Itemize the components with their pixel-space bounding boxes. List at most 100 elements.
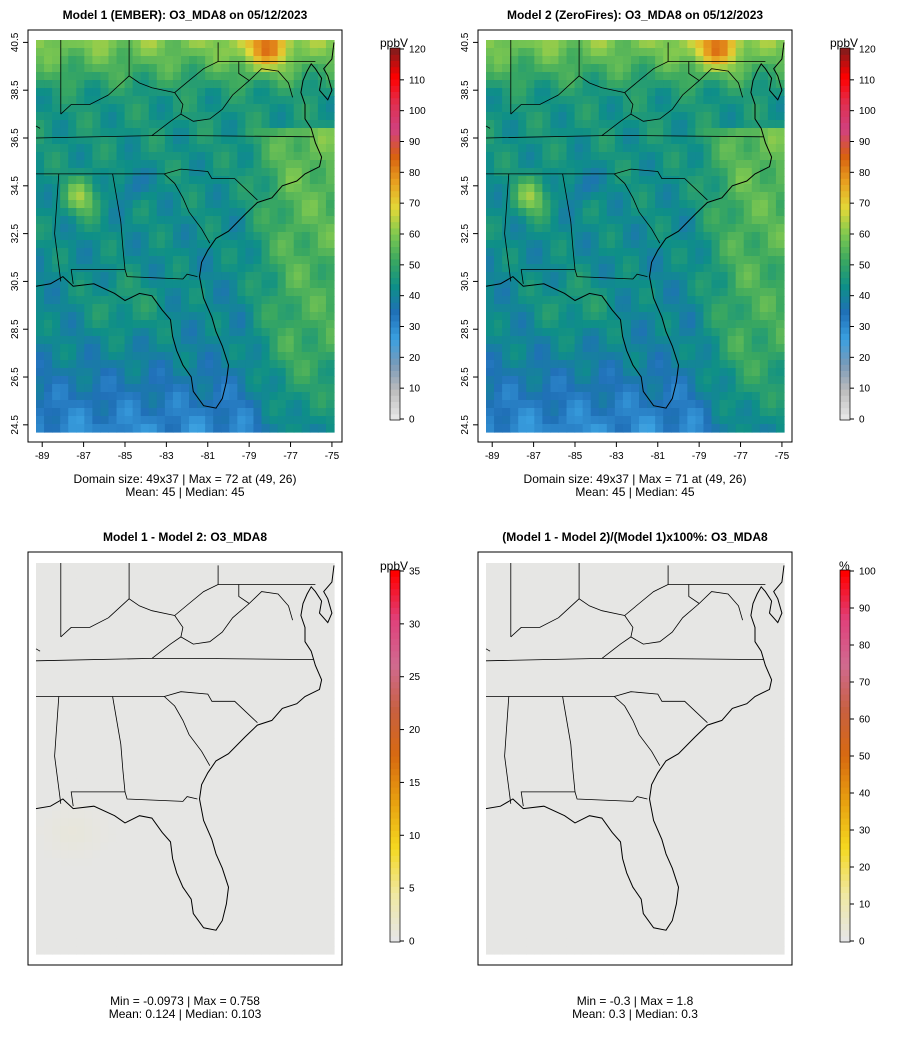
panel3-colorbar-tick-label: 15: [409, 778, 421, 789]
panel2-state-border: [520, 173, 576, 284]
panel4-colorbar-tick-label: 60: [859, 715, 871, 726]
panel3-title: Model 1 - Model 2: O3_MDA8: [102, 530, 268, 544]
panel2-x-tick-label: -81: [651, 451, 666, 462]
panel2-state-border: [485, 125, 491, 129]
panel4-colorbar-tick-label: 10: [859, 900, 871, 911]
panel2-y-tick-label: 38.5: [460, 80, 471, 100]
panel1-boundaries: [35, 40, 335, 409]
panel2-y-tick-label: 26.5: [460, 367, 471, 387]
panel1-stats-line1: Domain size: 49x37 | Max = 72 at (49, 26…: [73, 472, 297, 486]
panel3-stats-line1: Min = -0.0973 | Max = 0.758: [110, 994, 260, 1008]
panel1-state-border: [54, 173, 62, 282]
panel1-colorbar-tick-label: 80: [409, 168, 421, 179]
panel2-map: -89 -87 -85 -83 -81 -79 -77 -75 24.5 26.5 28.5 30.5…: [460, 29, 793, 462]
panel2-state-border: [688, 61, 700, 81]
panel2-state-border: [614, 173, 661, 244]
panel2-state-border: [624, 92, 634, 115]
panel1-colorbar-tick-label: 0: [409, 415, 415, 426]
panel4-stats: Min = -0.3 | Max = 1.8 Mean: 0.3 | Media…: [485, 995, 785, 1021]
panel2-colorbar-tick-label: 10: [859, 384, 871, 395]
panel2-colorbar: 0 10 20 30 40 50 60 70 80 90 100 110 120: [839, 45, 876, 426]
panel1-title: Model 1 (EMBER): O3_MDA8 on 05/12/2023: [62, 8, 308, 22]
panel2-x-tick-label: -75: [775, 451, 790, 462]
panel1-colorbar-tick-label: 90: [409, 137, 421, 148]
panel1-y-tick-label: 28.5: [10, 319, 21, 339]
panel1-state-border: [174, 92, 184, 115]
panel4-colorbar-tick-label: 0: [859, 937, 865, 948]
panel3-colorbar-tick-label: 25: [409, 672, 421, 683]
panel2-boundaries: [485, 40, 785, 409]
panel4-colorbar-tick-label: 30: [859, 826, 871, 837]
panel1-y-tick-label: 26.5: [10, 367, 21, 387]
panel1-x-tick-label: -83: [159, 451, 174, 462]
panel4-title: (Model 1 - Model 2)/(Model 1)x100%: O3_M…: [502, 530, 768, 544]
panel3-colorbar-tick-label: 10: [409, 831, 421, 842]
panel4-unit-label: %: [839, 559, 850, 573]
panel1-x-tick-label: -79: [242, 451, 257, 462]
panel1-colorbar-tick-label: 100: [409, 106, 426, 117]
panel2-x-tick-label: -85: [568, 451, 583, 462]
panel4-colorbar-tick-label: 20: [859, 863, 871, 874]
panel1-state-border: [70, 173, 126, 284]
panel2-title: Model 2 (ZeroFires): O3_MDA8 on 05/12/20…: [506, 8, 764, 22]
panel4-state-border: [624, 565, 669, 616]
panel1-state-border: [35, 125, 41, 129]
panel3-state-border: [70, 696, 126, 807]
panel2-state-border: [510, 94, 559, 115]
panel2-colorbar-tick-label: 60: [859, 230, 871, 241]
panel1-stats: Domain size: 49x37 | Max = 72 at (49, 26…: [35, 473, 335, 499]
panel4-state-border: [520, 696, 576, 807]
panel1-colorbar-tick-label: 110: [409, 75, 425, 86]
panel3-colorbar: 0 5 10 15 20 25 30 35: [389, 567, 421, 948]
panel1-y-tick-label: 24.5: [10, 415, 21, 435]
panel1-colorbar-tick-label: 30: [409, 322, 421, 333]
panel1-y-tick-label: 32.5: [10, 223, 21, 243]
panel1-grid-cells: [36, 40, 335, 433]
panel4-grid-cells: [486, 563, 785, 955]
panel4-coastline: [485, 565, 785, 931]
panel1-y-tick-label: 38.5: [10, 80, 21, 100]
panel2-stats: Domain size: 49x37 | Max = 71 at (49, 26…: [485, 473, 785, 499]
panel4-state-border: [688, 584, 700, 604]
panel3-state-border: [174, 615, 184, 637]
panel2-colorbar-tick-label: 110: [859, 75, 875, 86]
panel2-unit-label: ppbV: [830, 36, 859, 50]
panel4-state-border: [574, 791, 648, 802]
panel2-state-border: [504, 173, 512, 282]
panel3-coastline: [35, 565, 335, 931]
panel1-y-tick-label: 40.5: [10, 32, 21, 52]
panel3-state-border: [151, 591, 293, 659]
panel1-colorbar: 0 10 20 30 40 50 60 70 80 90 100 110 120: [389, 45, 426, 426]
panel2-state-border: [485, 135, 764, 139]
panel1-x-tick-label: -81: [201, 451, 216, 462]
panel3-grid-cells: [36, 563, 335, 955]
panel1-colorbar-tick-label: 10: [409, 384, 421, 395]
panel3-state-border: [35, 658, 314, 662]
panel4-colorbar-tick-label: 90: [859, 604, 871, 615]
panel1-x-tick-label: -89: [35, 451, 50, 462]
panel4-colorbar-tick-label: 70: [859, 678, 871, 689]
panel4-state-border: [624, 615, 634, 637]
panel2-x-tick-label: -79: [692, 451, 707, 462]
panel1-y-tick-label: 34.5: [10, 176, 21, 196]
panel4-state-border: [485, 648, 491, 652]
panel4-colorbar-tick-label: 50: [859, 752, 871, 763]
panel3-state-border: [60, 617, 109, 638]
panel2-colorbar-tick-label: 80: [859, 168, 871, 179]
panel1-state-border: [124, 269, 198, 280]
panel1-axes: -89 -87 -85 -83 -81 -79 -77 -75 24.5 26.5 28.5 30.5…: [10, 32, 340, 462]
panel2-y-tick-label: 30.5: [460, 271, 471, 291]
panel1-stats-line2: Mean: 45 | Median: 45: [125, 485, 245, 499]
panel1-x-tick-label: -87: [76, 451, 91, 462]
panel1-colorbar-tick-label: 120: [409, 45, 426, 56]
panel3-state-border: [164, 696, 211, 766]
panel3-colorbar-tick-label: 35: [409, 567, 421, 578]
panel2-x-tick-label: -89: [485, 451, 500, 462]
panel1-state-border: [36, 168, 258, 201]
panel2-colorbar-tick-label: 70: [859, 199, 871, 210]
panel1-colorbar-tick-label: 20: [409, 353, 421, 364]
panel1-state-border: [238, 61, 250, 81]
panel3-state-border: [108, 598, 175, 619]
panel4-state-border: [601, 591, 743, 659]
panel2-colorbar-tick-label: 100: [859, 106, 876, 117]
